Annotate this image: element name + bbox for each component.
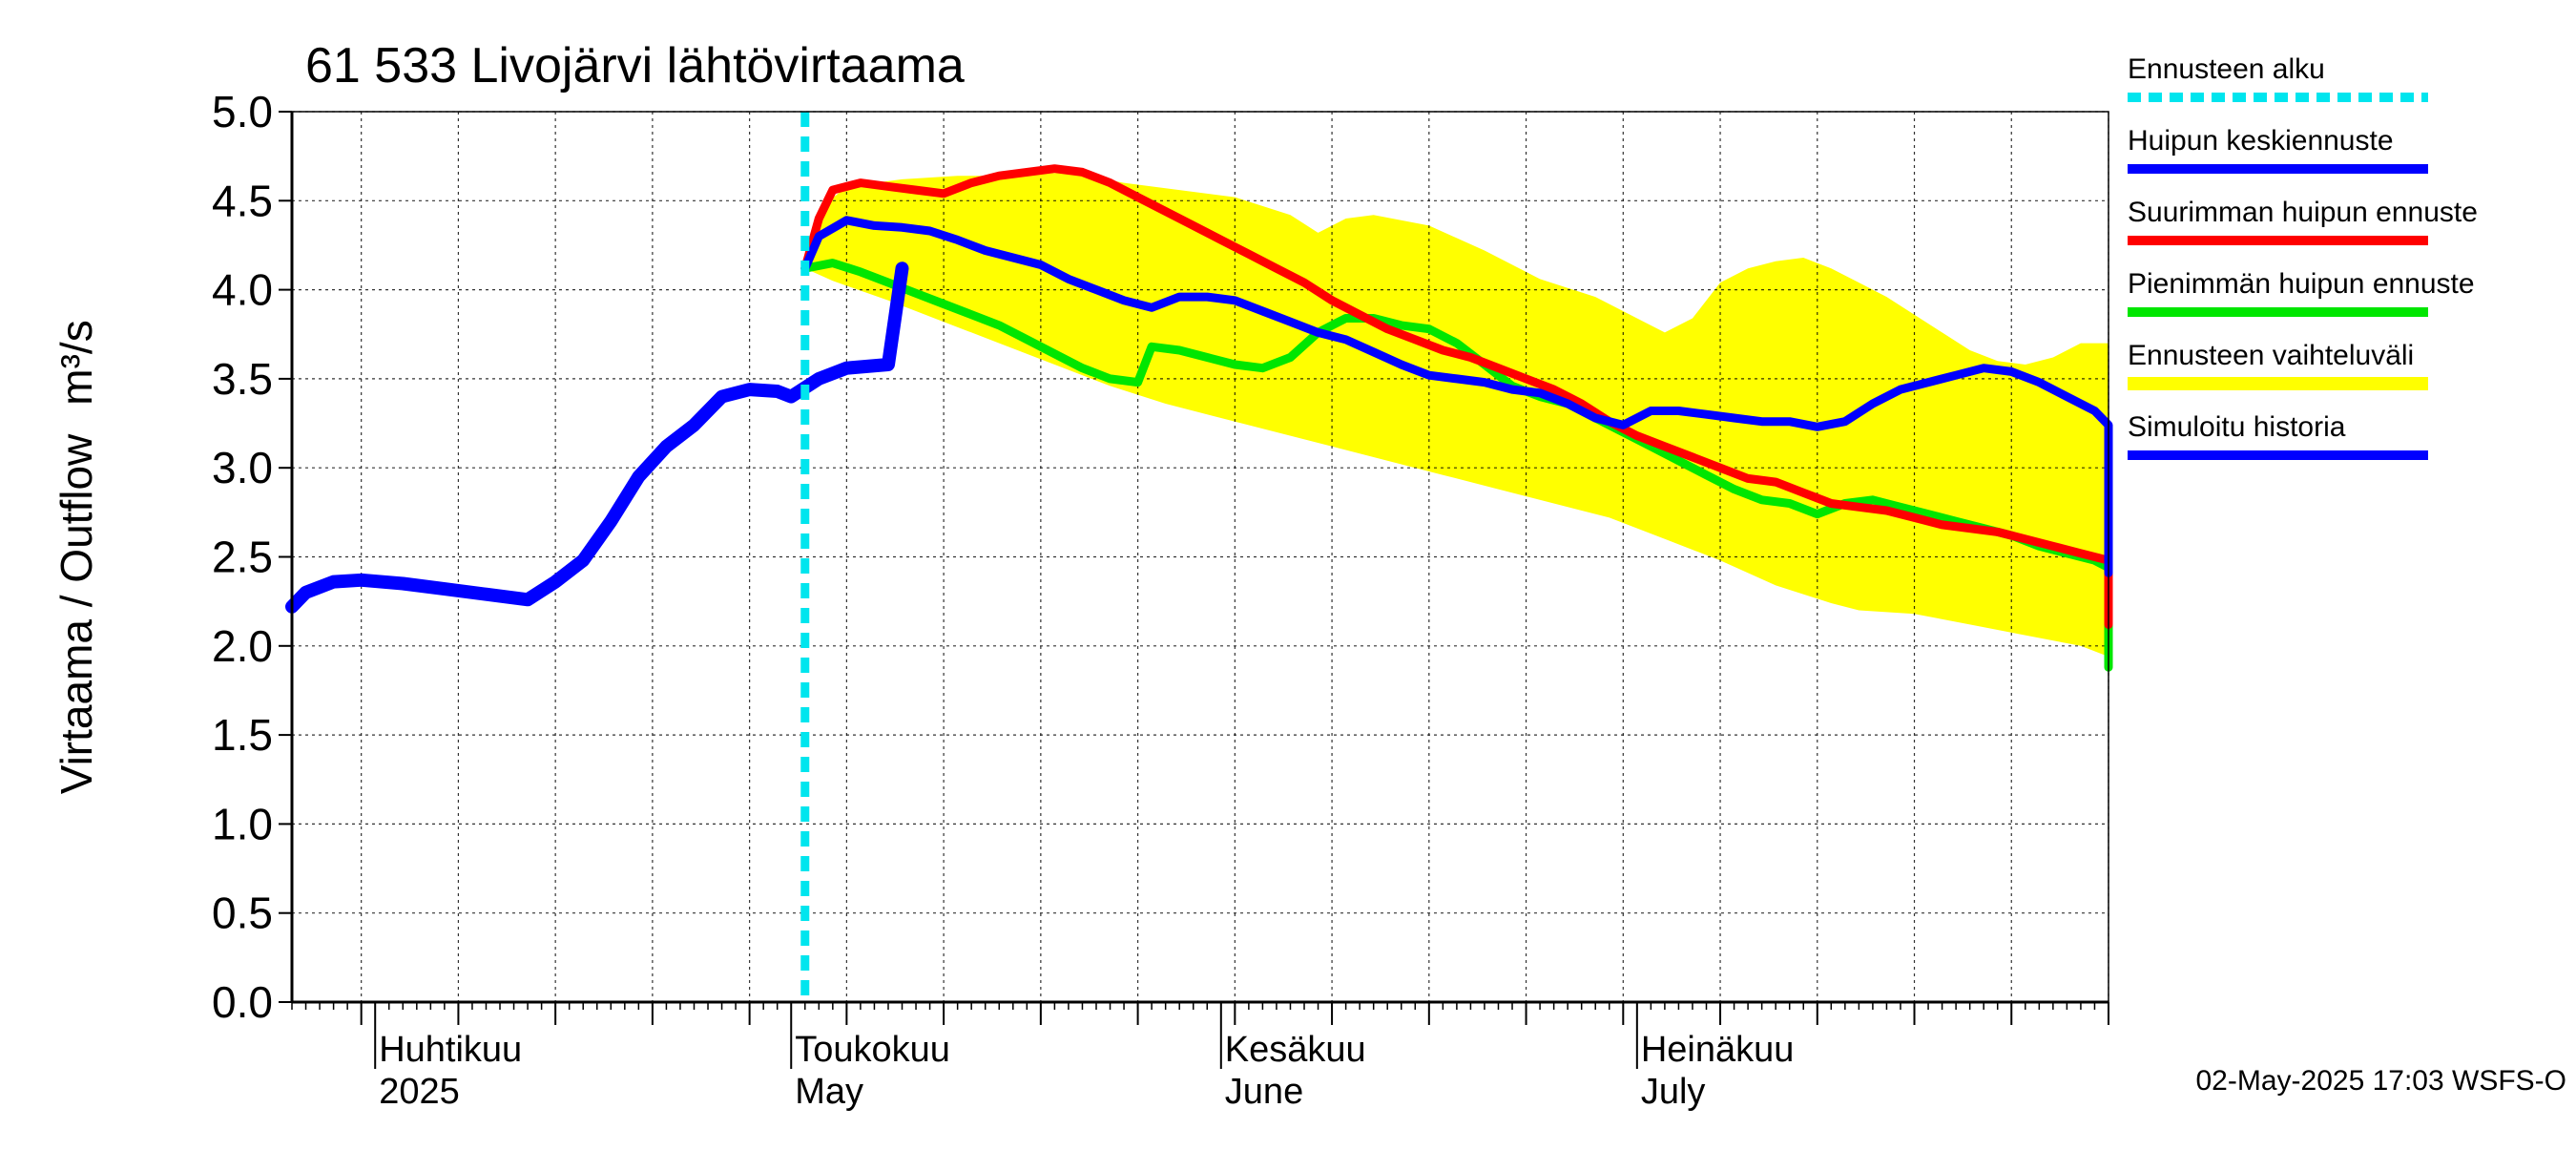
x-month-label: Kesäkuu (1225, 1030, 1366, 1070)
y-axis-label: Virtaama / Outflow (52, 433, 101, 794)
legend-label: Simuloitu historia (2128, 411, 2346, 443)
y-tick-label: 1.0 (212, 799, 273, 848)
legend-label: Ennusteen alku (2128, 53, 2325, 85)
history-line (285, 261, 909, 614)
chart-title: 61 533 Livojärvi lähtövirtaama (305, 38, 965, 94)
y-tick-label: 0.0 (212, 977, 273, 1027)
y-tick-label: 3.0 (212, 443, 273, 492)
y-tick-label: 4.5 (212, 176, 273, 225)
y-axis-unit: m³/s (52, 320, 101, 405)
legend: Ennusteen alku Huipun keskiennuste Suurimm… (2128, 53, 2478, 460)
y-tick-label: 2.0 (212, 621, 273, 671)
x-month-sublabel: May (795, 1072, 863, 1112)
x-month-label: Huhtikuu (379, 1030, 522, 1070)
legend-label: Pienimmän huipun ennuste (2128, 268, 2475, 300)
legend-label: Huipun keskiennuste (2128, 125, 2394, 157)
legend-label: Suurimman huipun ennuste (2128, 197, 2478, 228)
y-tick-label: 5.0 (212, 87, 273, 136)
y-tick-label: 3.5 (212, 354, 273, 404)
x-month-label: Toukokuu (795, 1030, 950, 1070)
footer-timestamp: 02-May-2025 17:03 WSFS-O (2196, 1065, 2567, 1097)
x-month-sublabel: 2025 (379, 1072, 460, 1112)
x-month-sublabel: June (1225, 1072, 1303, 1112)
forecast-band (804, 172, 2109, 761)
axes-layer: 0.0 0.5 1.0 1.5 2.0 2.5 3.0 3.5 4.0 4.5 5.0 Huhtiku… (52, 87, 2109, 1112)
y-tick-label: 4.0 (212, 265, 273, 315)
y-tick-label: 1.5 (212, 710, 273, 760)
y-tick-label: 0.5 (212, 889, 273, 938)
forecast-band-layer (804, 172, 2109, 761)
grid-layer (292, 111, 2109, 1003)
legend-label: Ennusteen vaihteluväli (2128, 340, 2414, 371)
x-month-label: Heinäkuu (1641, 1030, 1795, 1070)
y-tick-label: 2.5 (212, 533, 273, 582)
x-month-sublabel: July (1641, 1072, 1706, 1112)
